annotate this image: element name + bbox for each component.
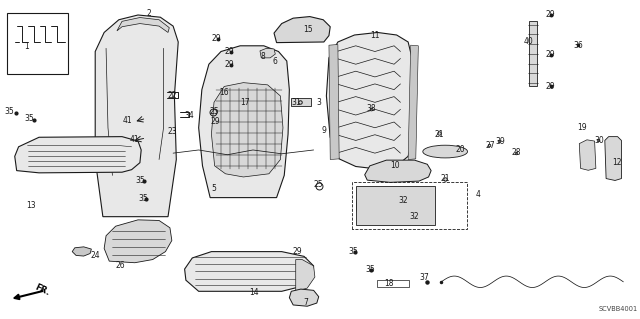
Text: 31: 31 bbox=[291, 98, 301, 107]
Text: 25: 25 bbox=[314, 181, 324, 189]
Polygon shape bbox=[356, 187, 435, 225]
Text: 30: 30 bbox=[595, 136, 605, 145]
Polygon shape bbox=[198, 46, 289, 197]
Text: 41: 41 bbox=[122, 116, 132, 125]
Text: 29: 29 bbox=[545, 82, 555, 91]
Text: 21: 21 bbox=[440, 174, 450, 183]
Text: 24: 24 bbox=[90, 251, 100, 260]
Text: 4: 4 bbox=[476, 190, 480, 199]
Text: 23: 23 bbox=[167, 127, 177, 136]
Ellipse shape bbox=[423, 145, 467, 158]
Text: 11: 11 bbox=[370, 31, 380, 40]
Text: 9: 9 bbox=[321, 126, 326, 135]
Text: 3: 3 bbox=[316, 98, 321, 107]
Text: 15: 15 bbox=[304, 25, 314, 34]
Text: 29: 29 bbox=[545, 50, 555, 59]
Polygon shape bbox=[95, 15, 178, 217]
Text: 35: 35 bbox=[139, 194, 148, 203]
Text: 20: 20 bbox=[456, 145, 465, 154]
Text: 29: 29 bbox=[292, 247, 302, 256]
Polygon shape bbox=[529, 21, 537, 86]
Polygon shape bbox=[211, 83, 283, 177]
Text: 28: 28 bbox=[512, 148, 522, 157]
Text: 40: 40 bbox=[524, 38, 533, 47]
Polygon shape bbox=[408, 45, 419, 160]
Text: 35: 35 bbox=[4, 108, 15, 116]
Text: 17: 17 bbox=[240, 98, 250, 107]
Text: 35: 35 bbox=[365, 264, 374, 274]
Polygon shape bbox=[274, 17, 330, 43]
Text: 29: 29 bbox=[212, 34, 221, 43]
Text: 26: 26 bbox=[116, 261, 125, 270]
Text: 2: 2 bbox=[147, 9, 151, 18]
Text: 32: 32 bbox=[398, 196, 408, 205]
Polygon shape bbox=[329, 45, 339, 160]
Text: 6: 6 bbox=[273, 56, 278, 65]
Ellipse shape bbox=[397, 191, 412, 220]
Text: 13: 13 bbox=[26, 201, 36, 210]
Text: 35: 35 bbox=[135, 176, 145, 185]
Text: 29: 29 bbox=[225, 60, 234, 69]
Polygon shape bbox=[7, 13, 68, 74]
Polygon shape bbox=[104, 220, 172, 263]
Text: 14: 14 bbox=[249, 288, 259, 297]
Text: FR.: FR. bbox=[34, 283, 52, 297]
Polygon shape bbox=[184, 252, 314, 291]
Polygon shape bbox=[326, 33, 415, 169]
Text: 16: 16 bbox=[219, 88, 228, 97]
Polygon shape bbox=[72, 247, 92, 256]
Text: 38: 38 bbox=[366, 104, 376, 113]
Text: 10: 10 bbox=[390, 161, 400, 170]
Polygon shape bbox=[579, 140, 596, 170]
Text: 18: 18 bbox=[384, 279, 394, 288]
Text: 29: 29 bbox=[211, 117, 220, 126]
Text: 8: 8 bbox=[260, 52, 265, 61]
Text: 32: 32 bbox=[410, 212, 419, 221]
Polygon shape bbox=[605, 137, 621, 181]
Text: 34: 34 bbox=[185, 111, 195, 120]
Text: 5: 5 bbox=[212, 184, 216, 193]
Text: 22: 22 bbox=[167, 92, 177, 100]
Polygon shape bbox=[289, 289, 319, 306]
Ellipse shape bbox=[356, 191, 371, 220]
Text: 35: 35 bbox=[24, 114, 34, 123]
Text: SCVBB4001: SCVBB4001 bbox=[599, 306, 638, 312]
Text: 21: 21 bbox=[434, 130, 444, 138]
Text: 29: 29 bbox=[225, 47, 234, 56]
Text: 19: 19 bbox=[577, 123, 587, 132]
Polygon shape bbox=[296, 260, 315, 291]
Text: 1: 1 bbox=[24, 42, 29, 51]
Polygon shape bbox=[291, 98, 311, 106]
Ellipse shape bbox=[377, 191, 391, 220]
Polygon shape bbox=[117, 18, 170, 33]
Text: 29: 29 bbox=[545, 11, 555, 19]
Text: 27: 27 bbox=[485, 141, 495, 150]
Text: 39: 39 bbox=[495, 137, 505, 146]
Text: 35: 35 bbox=[348, 247, 358, 256]
Ellipse shape bbox=[415, 191, 429, 220]
Polygon shape bbox=[378, 279, 410, 286]
Text: 7: 7 bbox=[303, 298, 308, 307]
Polygon shape bbox=[15, 137, 141, 173]
Text: 12: 12 bbox=[612, 158, 621, 167]
Text: 37: 37 bbox=[420, 273, 429, 282]
Polygon shape bbox=[260, 48, 275, 58]
Text: 25: 25 bbox=[209, 108, 219, 116]
Text: 36: 36 bbox=[573, 41, 583, 50]
Polygon shape bbox=[365, 160, 431, 182]
Text: 41: 41 bbox=[129, 135, 139, 144]
